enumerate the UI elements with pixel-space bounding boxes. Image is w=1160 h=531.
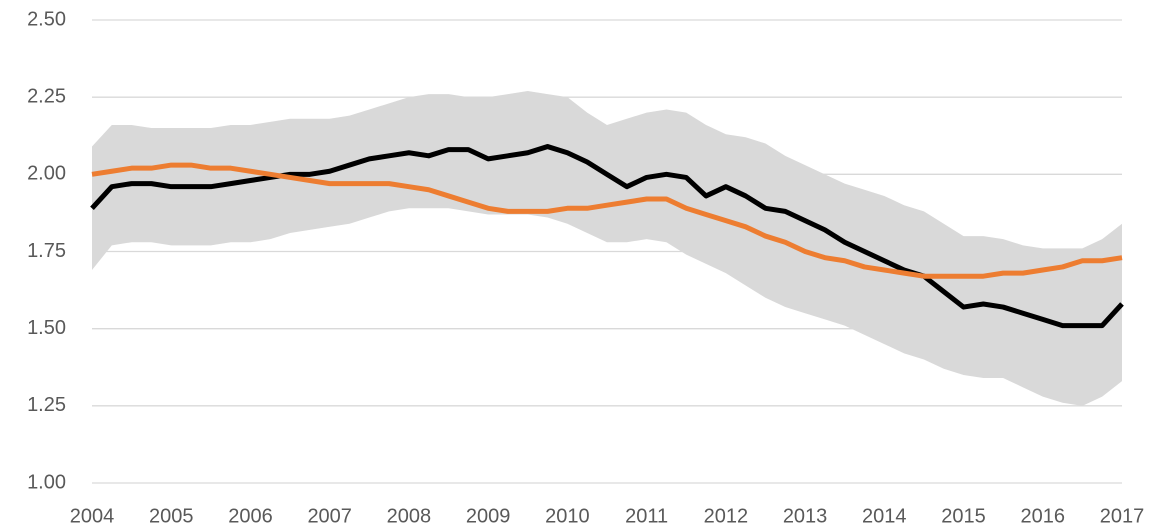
x-tick-label: 2017 [1100, 505, 1145, 527]
series-line [91, 162, 1123, 279]
x-tick-label: 2006 [228, 505, 273, 527]
series-line [90, 144, 1124, 329]
y-tick-label: 2.50 [27, 8, 66, 30]
y-tick-label: 1.50 [27, 317, 66, 339]
x-tick-label: 2014 [862, 505, 907, 527]
x-tick-label: 2013 [783, 505, 828, 527]
x-tick-label: 2012 [704, 505, 749, 527]
x-tick-label: 2011 [625, 505, 668, 527]
y-tick-label: 2.25 [27, 85, 66, 107]
x-tick-label: 2007 [307, 505, 352, 527]
x-tick-label: 2009 [466, 505, 511, 527]
y-tick-label: 1.75 [27, 240, 66, 262]
y-tick-label: 1.25 [27, 394, 66, 416]
x-tick-label: 2008 [387, 505, 432, 527]
x-tick-label: 2004 [70, 505, 115, 527]
x-tick-label: 2016 [1021, 505, 1066, 527]
x-tick-label: 2010 [545, 505, 590, 527]
x-tick-label: 2015 [941, 505, 986, 527]
range-band [92, 90, 1122, 406]
y-tick-label: 1.00 [27, 471, 66, 493]
y-tick-label: 2.00 [27, 163, 66, 185]
x-tick-label: 2005 [149, 505, 194, 527]
